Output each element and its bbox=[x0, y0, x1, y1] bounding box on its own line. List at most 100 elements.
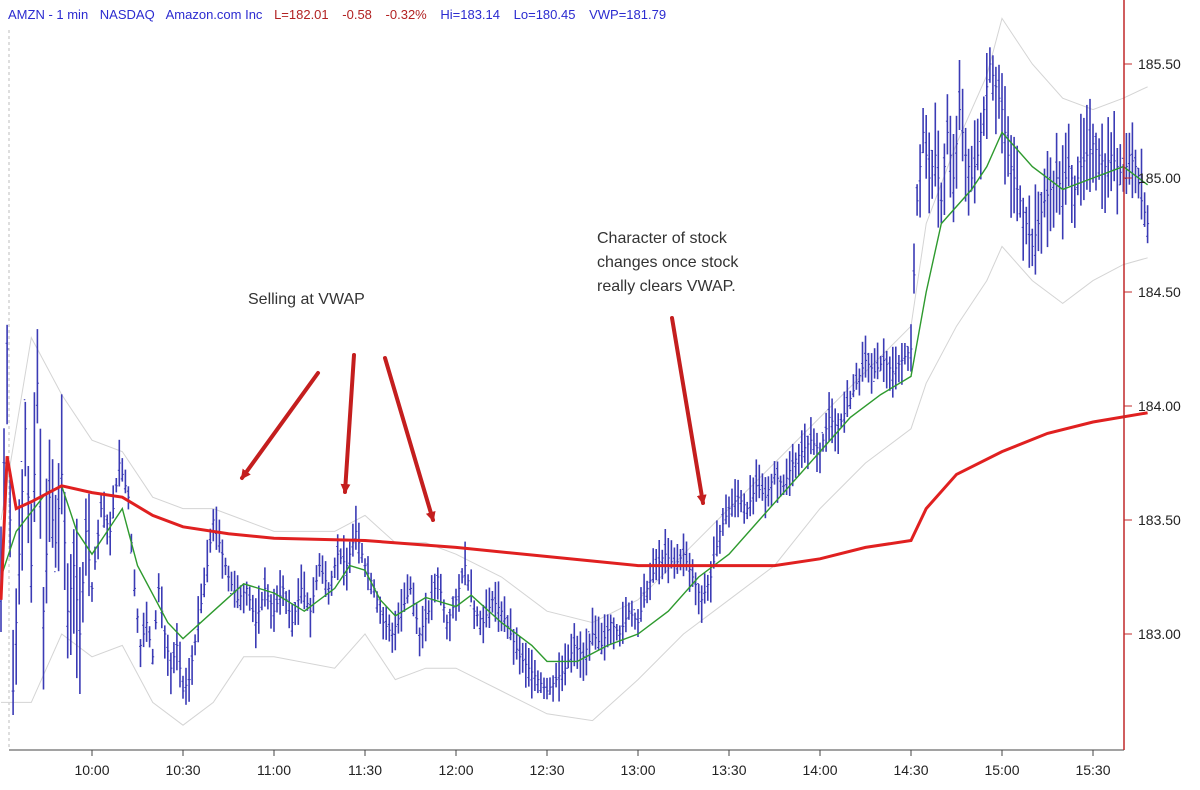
price-bar bbox=[424, 592, 428, 642]
price-bar bbox=[60, 394, 64, 515]
price-bar bbox=[1088, 98, 1092, 192]
upper-band-group bbox=[0, 17, 1148, 624]
price-bar bbox=[751, 477, 755, 515]
price-bar bbox=[11, 629, 15, 715]
price-bar bbox=[69, 554, 73, 655]
price-bar bbox=[961, 88, 965, 162]
header-exchange: NASDAQ bbox=[100, 7, 155, 22]
price-bar bbox=[136, 608, 139, 633]
price-bar bbox=[812, 428, 816, 455]
price-bar bbox=[1043, 168, 1046, 218]
price-bar bbox=[776, 461, 779, 503]
header-last: L=182.01 bbox=[274, 7, 329, 22]
price-bar bbox=[1146, 205, 1150, 244]
price-bar bbox=[518, 636, 522, 675]
price-bar bbox=[730, 488, 734, 517]
price-bar bbox=[624, 597, 628, 633]
price-bar bbox=[230, 571, 233, 595]
x-tick-label: 13:30 bbox=[711, 762, 746, 778]
price-bar bbox=[830, 398, 834, 444]
price-bar bbox=[29, 503, 33, 603]
price-bar bbox=[854, 362, 858, 390]
price-bar bbox=[90, 582, 94, 602]
price-bar bbox=[727, 496, 731, 528]
price-bar bbox=[788, 451, 792, 496]
price-bar bbox=[742, 493, 746, 524]
price-bar bbox=[145, 601, 149, 642]
price-bar bbox=[973, 120, 977, 204]
price-bar bbox=[78, 567, 82, 694]
price-bar bbox=[427, 600, 431, 624]
price-bar bbox=[897, 355, 901, 383]
price-bar bbox=[199, 583, 203, 614]
price-bar bbox=[603, 614, 607, 661]
price-bar bbox=[1030, 228, 1034, 267]
price-bar bbox=[842, 391, 846, 433]
price-bar bbox=[1000, 73, 1004, 154]
price-bar bbox=[269, 594, 273, 629]
price-bar bbox=[921, 108, 925, 154]
price-bar bbox=[439, 573, 443, 606]
price-bar bbox=[348, 541, 352, 573]
price-bar bbox=[739, 490, 743, 513]
price-bar bbox=[675, 544, 679, 574]
price-bar bbox=[888, 356, 892, 391]
price-bar bbox=[782, 474, 786, 495]
price-bar bbox=[236, 575, 240, 609]
price-bar bbox=[275, 585, 279, 613]
price-bar bbox=[657, 540, 661, 585]
price-bar bbox=[936, 130, 940, 228]
price-bar bbox=[54, 494, 58, 573]
price-bar bbox=[299, 564, 303, 604]
price-bar bbox=[17, 499, 21, 605]
x-tick-label: 10:00 bbox=[74, 762, 109, 778]
price-bar bbox=[248, 586, 252, 611]
price-bar bbox=[688, 552, 692, 592]
price-bar bbox=[1127, 132, 1131, 185]
price-bar bbox=[448, 608, 452, 642]
price-bar bbox=[481, 604, 485, 644]
price-bar bbox=[117, 439, 121, 487]
price-bar bbox=[827, 392, 831, 441]
price-bar bbox=[208, 528, 212, 553]
price-bar bbox=[594, 615, 597, 650]
price-bar bbox=[754, 459, 758, 502]
price-bars bbox=[0, 47, 1150, 715]
y-tick-label: 184.00 bbox=[1138, 398, 1181, 414]
price-bar bbox=[894, 346, 898, 390]
price-bar bbox=[733, 479, 737, 518]
price-bar bbox=[1027, 195, 1031, 268]
price-bar bbox=[848, 390, 852, 410]
price-bar bbox=[945, 94, 949, 155]
price-bar bbox=[964, 127, 968, 202]
price-bar bbox=[330, 570, 334, 596]
price-bar bbox=[715, 520, 719, 557]
annotation-arrows bbox=[240, 316, 707, 522]
x-tick-label: 14:00 bbox=[802, 762, 837, 778]
y-tick-label: 183.50 bbox=[1138, 512, 1181, 528]
price-bar bbox=[1085, 104, 1089, 190]
price-bar bbox=[257, 585, 261, 634]
price-bar bbox=[648, 562, 652, 601]
price-bar bbox=[1018, 185, 1022, 218]
price-bar bbox=[924, 115, 928, 179]
price-bar bbox=[324, 561, 328, 597]
price-bar bbox=[184, 667, 188, 705]
price-bar bbox=[578, 631, 582, 678]
price-bar bbox=[108, 511, 112, 556]
price-bar bbox=[882, 338, 886, 382]
price-bar bbox=[639, 587, 643, 622]
price-bar bbox=[87, 493, 91, 597]
price-bar bbox=[800, 430, 804, 468]
price-bar bbox=[1091, 123, 1095, 183]
price-bar bbox=[584, 628, 588, 676]
price-bar bbox=[75, 518, 79, 679]
price-bar bbox=[500, 601, 503, 632]
price-bar bbox=[909, 324, 913, 372]
arrow-selling-1 bbox=[240, 371, 320, 480]
price-bar bbox=[318, 553, 321, 577]
price-bar bbox=[591, 607, 594, 646]
price-bar bbox=[475, 606, 479, 627]
price-bar bbox=[1134, 149, 1137, 194]
price-bar bbox=[1055, 132, 1059, 213]
